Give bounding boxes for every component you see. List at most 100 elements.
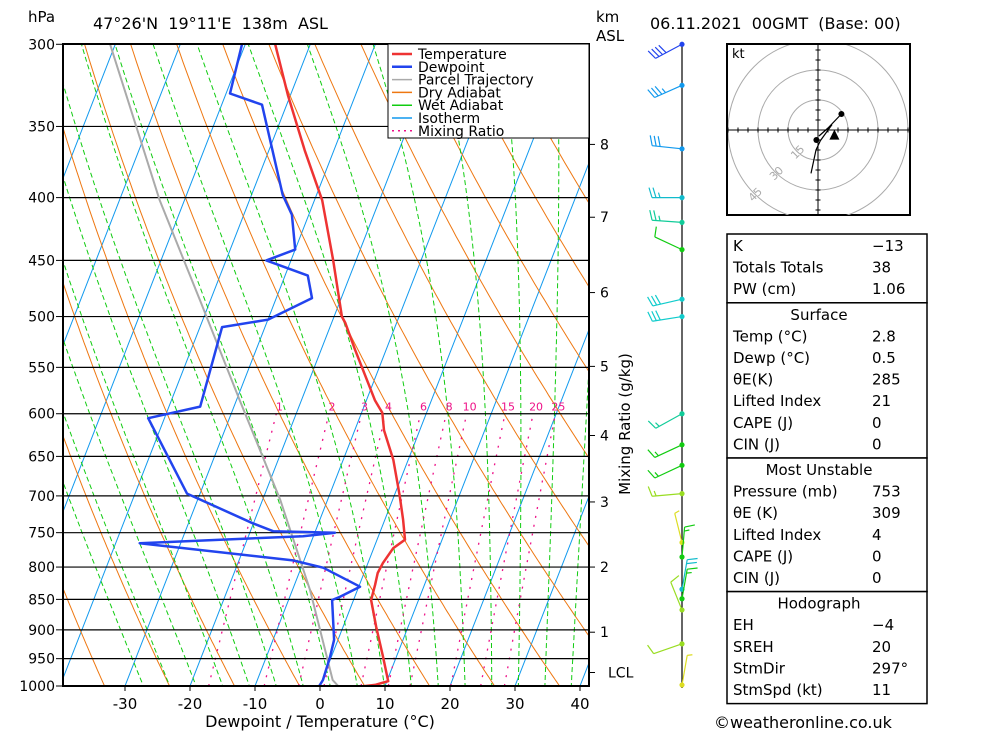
index-value: 0 <box>872 414 882 432</box>
wind-barb <box>649 135 685 152</box>
temperature-tick-label: 30 <box>505 695 524 713</box>
pressure-tick-label: 400 <box>28 191 55 207</box>
index-label: CAPE (J) <box>733 547 793 565</box>
pressure-tick-label: 600 <box>28 407 55 423</box>
km-tick-label: 2 <box>600 560 609 576</box>
hodograph-point <box>838 111 845 117</box>
wind-barb <box>647 462 685 479</box>
dry-adiabat-line <box>452 44 589 288</box>
index-value: −4 <box>872 616 894 634</box>
wet-adiabat-line <box>63 337 197 686</box>
isotherm-line <box>63 44 181 347</box>
pressure-tick-label: 550 <box>28 360 55 376</box>
km-unit-label: km <box>596 8 619 26</box>
wind-level-dot <box>679 462 685 468</box>
mixing-ratio-label: 1 <box>276 401 283 414</box>
dry-adiabat-line <box>406 44 589 373</box>
copyright-footer: ©weatheronline.co.uk <box>714 713 893 732</box>
pressure-tick-label: 900 <box>28 623 55 639</box>
wet-adiabat-line <box>570 359 589 686</box>
index-label: θE (K) <box>733 504 778 522</box>
wind-level-dot <box>679 442 685 448</box>
index-label: Pressure (mb) <box>733 483 838 501</box>
wet-adiabat-line <box>439 44 493 686</box>
wet-adiabat-line <box>63 259 224 686</box>
wind-barb <box>654 226 685 253</box>
km-tick-label: 5 <box>600 359 609 375</box>
section-title: Hodograph <box>777 595 860 613</box>
wind-level-dot <box>679 491 685 497</box>
x-axis-label: Dewpoint / Temperature (°C) <box>205 712 435 731</box>
mixing-ratio-label: 25 <box>551 401 565 414</box>
km-tick-label: 1 <box>600 625 609 641</box>
index-value: 38 <box>872 259 891 277</box>
mixing-ratio-label: 8 <box>446 401 453 414</box>
wet-adiabat-line <box>544 44 560 686</box>
index-label: StmSpd (kt) <box>733 681 823 699</box>
wind-level-dot <box>679 219 685 225</box>
wind-level-dot <box>679 607 685 613</box>
mixing-ratio-label: 4 <box>385 401 392 414</box>
dry-adiabat-line <box>63 281 236 686</box>
wind-level-dot <box>679 554 685 560</box>
pressure-tick-label: 450 <box>28 253 55 269</box>
wind-barb <box>648 187 685 201</box>
mixing-ratio-line <box>450 413 506 686</box>
dry-adiabat-line <box>63 126 301 686</box>
wind-barb <box>647 442 685 459</box>
wind-level-dot <box>679 313 685 320</box>
wind-barb <box>649 209 685 225</box>
pressure-tick-label: 750 <box>28 526 55 542</box>
km-asl-label: ASL <box>596 27 625 45</box>
mixing-ratio-label: 15 <box>501 401 515 414</box>
legend-label: Temperature <box>417 47 507 63</box>
wind-level-dot <box>679 596 685 602</box>
wet-adiabat-line <box>63 480 144 686</box>
wind-level-dot <box>679 195 685 201</box>
legend-label: Parcel Trajectory <box>418 73 534 89</box>
wind-barb <box>679 524 695 560</box>
mixing-ratio-line <box>503 413 556 686</box>
km-tick-label: 8 <box>600 137 609 153</box>
legend-label: Mixing Ratio <box>418 124 504 140</box>
index-label: Lifted Index <box>733 526 821 544</box>
index-label: Totals Totals <box>732 259 824 277</box>
index-value: 0 <box>872 547 882 565</box>
dry-adiabat-line <box>932 8 1000 713</box>
hodograph-unit: kt <box>732 47 745 62</box>
mixing-ratio-axis-label: Mixing Ratio (g/kg) <box>616 353 634 495</box>
wind-level-dot <box>679 247 685 253</box>
axes: 3003504004505005506006507007508008509009… <box>19 37 633 713</box>
index-value: 21 <box>872 392 891 410</box>
index-value: 0 <box>872 435 882 453</box>
wind-barb <box>647 486 685 497</box>
isotherm-line <box>449 328 589 686</box>
sounding-traces <box>109 44 407 686</box>
section-title: Most Unstable <box>766 461 873 479</box>
wet-adiabat-line <box>372 44 466 686</box>
mixing-ratio-label: 10 <box>463 401 477 414</box>
mixing-ratio-line <box>409 413 468 686</box>
index-value: 4 <box>872 526 882 544</box>
km-tick-label: 6 <box>600 286 609 302</box>
indices-summary-box <box>726 233 928 304</box>
index-value: 753 <box>872 483 901 501</box>
mixing-ratio-label: 20 <box>529 401 543 414</box>
indices-table: K −13 Totals Totals 38 PW (cm) 1.06 Surface Tem… <box>726 233 928 705</box>
mixing-ratio-line <box>208 413 277 686</box>
hodograph-indices-box <box>726 590 928 705</box>
index-label: SREH <box>733 638 774 656</box>
index-value: 285 <box>872 371 901 389</box>
index-label: CIN (J) <box>733 435 780 453</box>
wind-level-dot <box>679 682 685 688</box>
index-label: Temp (°C) <box>732 327 807 345</box>
index-label: Dewp (°C) <box>733 349 810 367</box>
pressure-tick-label: 350 <box>28 119 55 135</box>
wind-barb <box>647 641 685 655</box>
index-label: Lifted Index <box>733 392 821 410</box>
wind-barb <box>647 294 685 307</box>
dry-adiabat-line <box>360 44 589 459</box>
mixing-ratio-line <box>387 413 447 686</box>
temperature-tick-label: 40 <box>570 695 589 713</box>
wind-level-dot <box>679 411 685 417</box>
